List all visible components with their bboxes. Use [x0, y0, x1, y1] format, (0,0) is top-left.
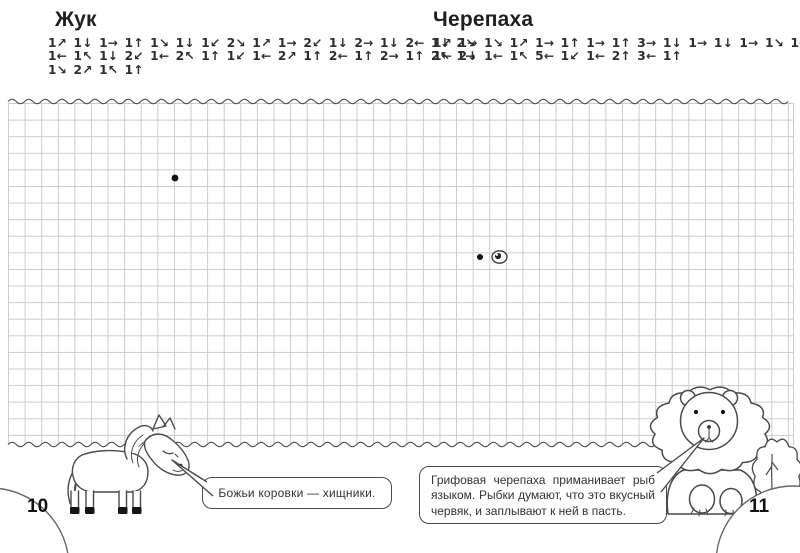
lion-speech-text: Грифовая черепаха приманивает рыб языком… — [431, 473, 655, 518]
beetle-dictation-line: 1← 1↖ 1↓ 2↙ 1← 2↖ 1↑ 1↙ 1← 2↗ 1↑ 2← 1↑ 2… — [48, 49, 476, 64]
turtle-dictation-line: 1↗ 1→ 1↘ 1↗ 1→ 1↑ 1→ 1↑ 3→ 1↓ 1→ 1↓ 1→ 1… — [433, 36, 800, 50]
turtle-dictation: 1↗ 1→ 1↘ 1↗ 1→ 1↑ 1→ 1↑ 3→ 1↓ 1→ 1↓ 1→ 1… — [433, 36, 800, 64]
horse-speech-bubble: Божьи коровки — хищники. — [202, 477, 392, 509]
beetle-dictation-line: 1↘ 2↗ 1↖ 1↑ — [48, 62, 144, 77]
lion-speech-bubble: Грифовая черепаха приманивает рыб языком… — [419, 466, 667, 524]
turtle-dictation-line: 1← 2↓ 1← 1↖ 5← 1↙ 1← 2↑ 3← 1↑ — [433, 49, 682, 64]
grid-paper — [8, 103, 794, 445]
page-number-left: 10 — [27, 496, 49, 517]
beetle-title: Жук — [55, 8, 97, 31]
horse-speech-text: Божьи коровки — хищники. — [218, 486, 376, 500]
twig — [765, 454, 779, 493]
beetle-dictation: 1↗ 1↓ 1→ 1↑ 1↘ 1↓ 1↙ 2↘ 1↗ 1→ 2↙ 1↓ 2→ 1… — [48, 36, 476, 77]
turtle-title: Черепаха — [433, 8, 534, 31]
beetle-dictation-line: 1↗ 1↓ 1→ 1↑ 1↘ 1↓ 1↙ 2↘ 1↗ 1→ 2↙ 1↓ 2→ 1… — [48, 36, 476, 50]
page-number-right: 11 — [749, 496, 770, 517]
